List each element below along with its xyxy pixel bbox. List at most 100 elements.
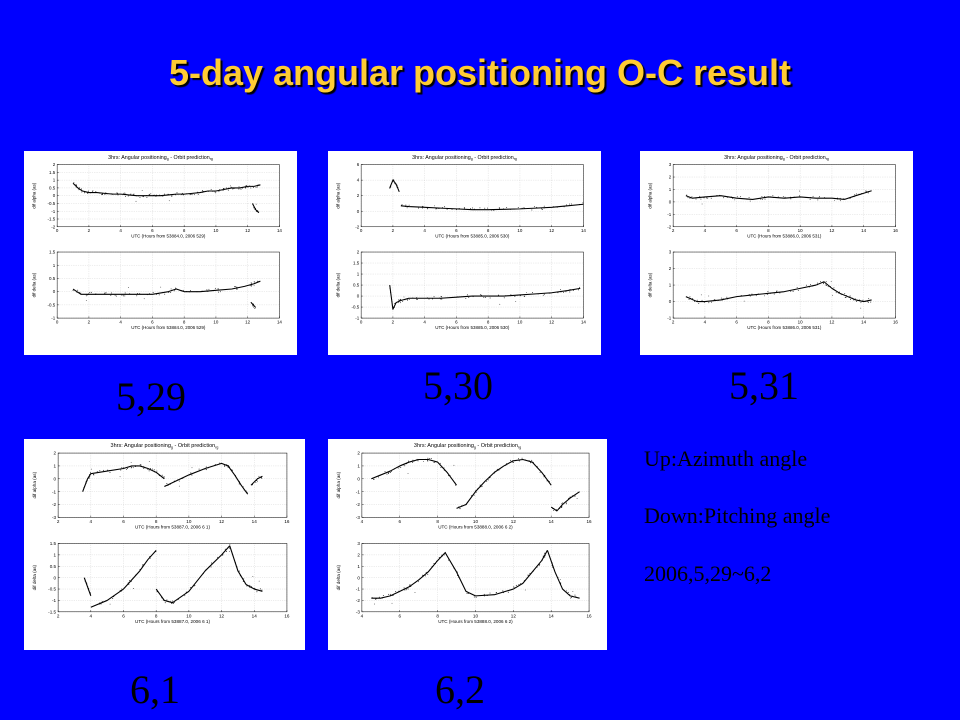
azimuth-subplot: -2 -1.5 -1 -0.5 0 0.5 1 1.5 2 0 2 4 6 8 10 12 14 UTC (Hou… bbox=[32, 162, 283, 238]
data-point bbox=[740, 295, 742, 296]
data-point bbox=[237, 570, 239, 572]
data-point bbox=[105, 192, 107, 194]
data-point bbox=[230, 469, 232, 471]
y-tick-label: 0 bbox=[357, 575, 360, 580]
data-point bbox=[219, 462, 221, 464]
data-point bbox=[101, 601, 103, 603]
data-point bbox=[174, 290, 176, 292]
x-tick-label: 16 bbox=[284, 519, 290, 524]
data-point bbox=[849, 299, 851, 300]
data-point bbox=[124, 295, 126, 297]
data-point bbox=[422, 575, 424, 576]
data-point bbox=[154, 471, 156, 473]
data-point bbox=[378, 596, 380, 598]
data-point bbox=[126, 468, 128, 469]
y-tick-label: 1.5 bbox=[50, 541, 57, 546]
x-tick-label: 6 bbox=[735, 319, 738, 324]
chart-panel-5-31: 3hrs: Angular positioningg - Orbit predi… bbox=[640, 151, 913, 355]
y-tick-label: 0 bbox=[357, 209, 360, 214]
data-point bbox=[148, 193, 150, 195]
data-point bbox=[83, 487, 85, 489]
data-point bbox=[85, 293, 87, 295]
data-point bbox=[225, 187, 227, 189]
data-point bbox=[859, 194, 861, 195]
data-point bbox=[261, 477, 263, 479]
data-point bbox=[418, 207, 419, 209]
data-point bbox=[143, 466, 145, 468]
data-point bbox=[543, 205, 545, 207]
data-point bbox=[121, 294, 123, 296]
data-point bbox=[457, 574, 459, 576]
pitching-subplot: -1.5 -1 -0.5 0 0.5 1 1.5 2 4 6 8 10 12 14 16 UTC (Hours… bbox=[32, 541, 290, 624]
data-point bbox=[253, 207, 255, 209]
data-point bbox=[146, 195, 147, 197]
data-point bbox=[810, 283, 811, 285]
data-point bbox=[551, 564, 553, 566]
x-tick-label: 8 bbox=[183, 319, 186, 324]
data-point bbox=[711, 301, 712, 303]
data-point bbox=[177, 479, 179, 481]
data-point bbox=[831, 287, 833, 289]
data-point bbox=[109, 470, 111, 471]
data-point bbox=[544, 474, 546, 476]
data-point bbox=[761, 199, 763, 200]
data-point bbox=[453, 464, 455, 466]
data-point bbox=[475, 491, 477, 493]
data-point bbox=[168, 200, 170, 202]
y-tick-label: -3 bbox=[356, 609, 361, 614]
data-point bbox=[132, 467, 134, 469]
series-trace bbox=[444, 550, 548, 597]
data-point bbox=[531, 209, 533, 211]
data-point bbox=[536, 206, 538, 208]
data-point bbox=[93, 474, 95, 476]
data-point bbox=[829, 285, 831, 287]
data-point bbox=[825, 284, 827, 286]
data-point bbox=[238, 186, 240, 188]
x-tick-label: 8 bbox=[183, 228, 186, 233]
data-point bbox=[428, 458, 430, 460]
data-point bbox=[86, 582, 88, 584]
data-point bbox=[515, 208, 517, 210]
series-trace bbox=[90, 549, 157, 608]
data-point bbox=[550, 292, 552, 294]
data-point bbox=[78, 291, 80, 293]
y-tick-label: 0 bbox=[669, 299, 672, 304]
data-point bbox=[382, 595, 384, 597]
data-point bbox=[706, 197, 708, 199]
data-point bbox=[414, 592, 416, 593]
data-point bbox=[422, 207, 423, 209]
data-point bbox=[158, 293, 159, 295]
data-point bbox=[529, 572, 531, 574]
x-tick-label: 12 bbox=[549, 319, 554, 324]
data-point bbox=[78, 187, 80, 189]
data-point bbox=[140, 568, 141, 570]
data-point bbox=[245, 490, 247, 492]
data-point bbox=[228, 187, 230, 189]
data-point bbox=[772, 195, 774, 197]
data-point bbox=[253, 187, 254, 188]
data-point bbox=[524, 589, 526, 591]
data-point bbox=[235, 286, 237, 288]
data-point bbox=[124, 192, 126, 194]
data-point bbox=[867, 192, 869, 194]
data-point bbox=[123, 295, 124, 297]
data-point bbox=[523, 207, 525, 209]
data-point bbox=[191, 467, 193, 469]
data-point bbox=[132, 194, 134, 196]
data-point bbox=[86, 294, 88, 296]
data-point bbox=[844, 296, 846, 298]
data-point bbox=[104, 193, 106, 195]
data-point bbox=[194, 584, 196, 586]
x-tick-label: 2 bbox=[392, 228, 395, 233]
data-point bbox=[84, 580, 86, 582]
y-tick-label: 0 bbox=[357, 476, 360, 481]
data-point bbox=[576, 498, 578, 499]
data-point bbox=[506, 206, 508, 208]
data-point bbox=[238, 480, 240, 482]
data-point bbox=[773, 293, 775, 295]
x-tick-label: 8 bbox=[436, 519, 439, 524]
data-point bbox=[115, 193, 117, 195]
data-point bbox=[393, 179, 395, 181]
data-point bbox=[378, 476, 379, 478]
